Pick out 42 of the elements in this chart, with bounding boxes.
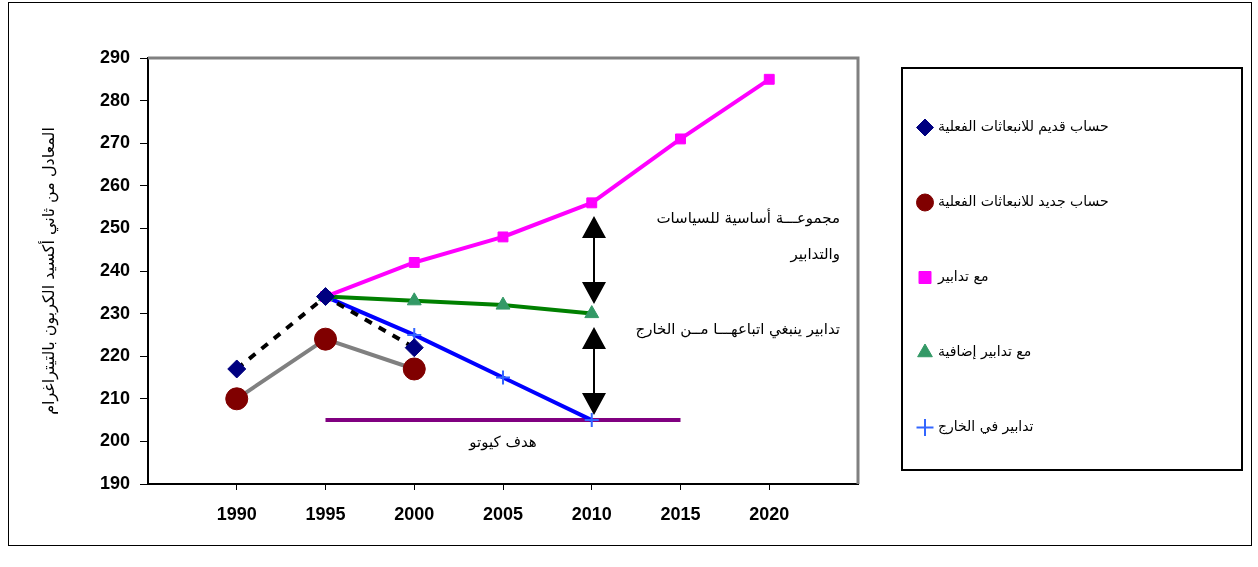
point xyxy=(584,305,600,319)
point xyxy=(586,197,598,209)
point xyxy=(495,369,511,386)
point xyxy=(495,296,511,310)
legend-label: تدابير في الخارج xyxy=(938,418,1034,436)
y-tick-label: 270 xyxy=(99,132,130,153)
y-tick-label: 280 xyxy=(99,89,130,110)
point xyxy=(408,257,420,268)
point xyxy=(404,338,424,358)
point xyxy=(675,133,686,145)
y-tick-label: 230 xyxy=(99,302,130,323)
legend-label: حساب جديد للانبعاثات الفعلية xyxy=(938,193,1109,210)
point xyxy=(583,412,600,429)
legend-label: حساب قديم للانبعاثات الفعلية xyxy=(938,118,1109,136)
y-tick-label: 200 xyxy=(99,430,130,451)
series-label: هدف كيوتو xyxy=(468,433,537,452)
x-tick-label: 2010 xyxy=(571,503,612,524)
text: مجموعـــة أساسية للسياسات والتدابير xyxy=(656,209,840,263)
y-tick-label: 260 xyxy=(99,174,130,195)
x-tick-label: 2015 xyxy=(660,503,701,524)
point xyxy=(314,327,337,351)
point xyxy=(402,357,426,381)
x-tick-label: 2020 xyxy=(749,503,790,524)
y-tick-label: 220 xyxy=(99,345,130,366)
x-tick-label: 1990 xyxy=(216,503,257,524)
y-tick-label: 250 xyxy=(99,217,130,238)
y-tick-label: 240 xyxy=(99,259,130,280)
legend-label: مع تدابير إضافية xyxy=(938,343,1032,361)
y-tick-label: 190 xyxy=(99,472,130,493)
point xyxy=(763,73,775,85)
point xyxy=(225,387,249,411)
y-tick-label: 210 xyxy=(99,387,130,408)
legend-label: مع تدابير xyxy=(937,268,989,286)
annotation: تدابير ينبغي اتباعهـــا مــن الخارج xyxy=(634,319,840,341)
point xyxy=(497,231,509,243)
x-tick-label: 2005 xyxy=(482,503,524,524)
point xyxy=(406,292,422,306)
y-tick-label: 290 xyxy=(99,46,130,67)
point xyxy=(227,359,247,379)
x-tick-label: 2000 xyxy=(394,503,435,524)
x-tick-label: 1995 xyxy=(305,503,346,524)
y-axis-title: المعادل من ثاني أكسيد الكربون بالتيتراغرام xyxy=(37,127,59,415)
